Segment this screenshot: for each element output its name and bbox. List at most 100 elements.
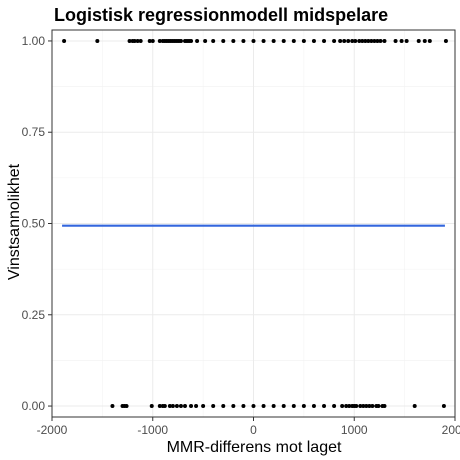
x-tick-label: 1000 xyxy=(341,423,368,437)
data-point xyxy=(189,404,194,409)
data-point xyxy=(157,404,162,409)
data-point xyxy=(231,38,236,43)
y-tick-label: 1.00 xyxy=(22,34,46,48)
data-point xyxy=(332,404,337,409)
data-point xyxy=(350,38,355,43)
data-point xyxy=(322,404,327,409)
data-point xyxy=(301,38,306,43)
data-point xyxy=(291,404,296,409)
data-point xyxy=(135,38,140,43)
data-point xyxy=(174,404,179,409)
data-point xyxy=(195,38,200,43)
data-point xyxy=(147,38,152,43)
data-point xyxy=(271,404,276,409)
data-point xyxy=(149,404,154,409)
data-point xyxy=(251,38,256,43)
data-point xyxy=(189,38,194,43)
data-point xyxy=(404,38,409,43)
data-point xyxy=(366,38,371,43)
data-point xyxy=(364,404,369,409)
x-axis-title: MMR-differens mot laget xyxy=(167,439,342,456)
data-point xyxy=(347,404,352,409)
data-point xyxy=(361,404,366,409)
data-point xyxy=(127,38,132,43)
data-point xyxy=(138,38,143,43)
data-point xyxy=(271,38,276,43)
data-point xyxy=(182,404,187,409)
x-tick-label: -2000 xyxy=(37,423,68,437)
data-point xyxy=(194,404,199,409)
data-point xyxy=(62,38,67,43)
data-point xyxy=(443,38,448,43)
data-point xyxy=(201,404,206,409)
data-point xyxy=(221,38,226,43)
data-point xyxy=(363,38,368,43)
data-point xyxy=(441,404,446,409)
y-tick-label: 0.50 xyxy=(22,217,46,231)
data-point xyxy=(346,38,351,43)
data-point xyxy=(375,38,380,43)
y-axis: 0.00 0.25 0.50 0.75 1.00 xyxy=(22,34,52,413)
data-point xyxy=(221,404,226,409)
data-point xyxy=(416,38,421,43)
data-point xyxy=(357,38,362,43)
data-point xyxy=(370,404,375,409)
y-tick-label: 0.75 xyxy=(22,125,46,139)
x-axis: -2000 -1000 0 1000 2000 xyxy=(37,417,460,437)
data-point xyxy=(342,38,347,43)
data-point xyxy=(369,38,374,43)
data-point xyxy=(261,404,266,409)
data-point xyxy=(322,38,327,43)
data-point xyxy=(241,38,246,43)
data-point xyxy=(311,404,316,409)
data-point xyxy=(95,38,100,43)
data-point xyxy=(178,404,183,409)
data-point xyxy=(110,404,115,409)
x-tick-label: 2000 xyxy=(442,423,460,437)
data-points xyxy=(62,38,448,409)
data-point xyxy=(338,38,343,43)
x-tick-label: 0 xyxy=(250,423,257,437)
data-point xyxy=(157,38,162,43)
data-point xyxy=(301,404,306,409)
data-point xyxy=(422,38,427,43)
x-tick-label: -1000 xyxy=(137,423,168,437)
data-point xyxy=(150,38,155,43)
data-point xyxy=(167,404,172,409)
data-point xyxy=(170,404,175,409)
data-point xyxy=(382,38,387,43)
data-point xyxy=(354,404,359,409)
data-point xyxy=(281,38,286,43)
data-point xyxy=(203,38,208,43)
data-point xyxy=(211,404,216,409)
data-point xyxy=(162,404,167,409)
chart-title: Logistisk regressionmodell midspelare xyxy=(54,5,388,25)
data-point xyxy=(261,38,266,43)
data-point xyxy=(358,404,363,409)
y-tick-label: 0.00 xyxy=(22,399,46,413)
data-point xyxy=(251,404,256,409)
data-point xyxy=(360,38,365,43)
data-point xyxy=(353,38,358,43)
data-point xyxy=(124,404,129,409)
data-point xyxy=(332,38,337,43)
data-point xyxy=(412,404,417,409)
data-point xyxy=(231,404,236,409)
y-axis-title: Vinstsannolikhet xyxy=(6,163,23,280)
data-point xyxy=(399,38,404,43)
y-tick-label: 0.25 xyxy=(22,308,46,322)
data-point xyxy=(382,404,387,409)
data-point xyxy=(372,38,377,43)
data-point xyxy=(340,404,345,409)
data-point xyxy=(241,404,246,409)
data-point xyxy=(378,38,383,43)
data-point xyxy=(211,38,216,43)
data-point xyxy=(178,38,183,43)
data-point xyxy=(311,38,316,43)
data-point xyxy=(376,404,381,409)
data-point xyxy=(393,38,398,43)
data-point xyxy=(132,38,137,43)
data-point xyxy=(367,404,372,409)
data-point xyxy=(427,38,432,43)
